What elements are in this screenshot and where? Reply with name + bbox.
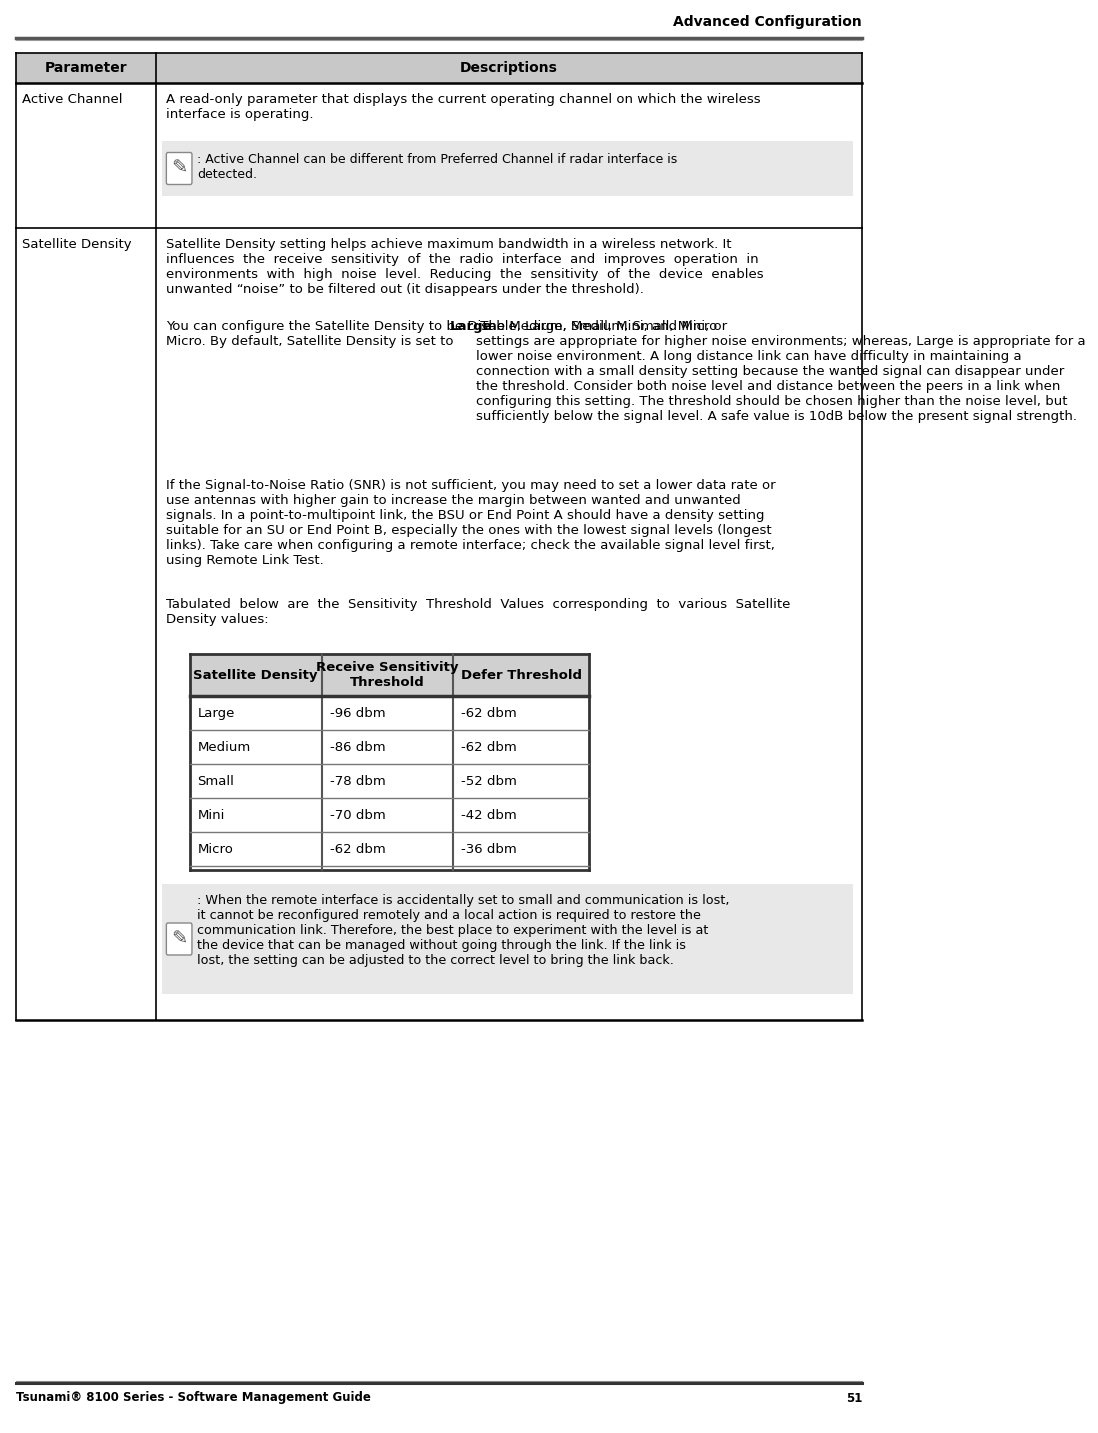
Bar [16, 83, 862, 228]
Text: -96 dbm: -96 dbm [329, 706, 385, 719]
Text: : When the remote interface is accidentally set to small and communication is lo: : When the remote interface is accidenta… [197, 894, 729, 967]
Bar [161, 140, 853, 196]
Text: -86 dbm: -86 dbm [329, 741, 385, 754]
Bar [190, 653, 590, 870]
Bar [190, 653, 590, 696]
Text: You can configure the Satellite Density to be Disable, Large, Medium, Small, Min: You can configure the Satellite Density … [166, 320, 727, 348]
Text: Parameter: Parameter [45, 62, 127, 75]
Text: Large: Large [449, 320, 492, 332]
Text: Medium: Medium [198, 741, 250, 754]
Bar [190, 764, 590, 798]
Text: A read-only parameter that displays the current operating channel on which the w: A read-only parameter that displays the … [166, 93, 760, 120]
Text: Advanced Configuration: Advanced Configuration [673, 14, 862, 29]
Text: -70 dbm: -70 dbm [329, 808, 385, 821]
Text: Tabulated  below  are  the  Sensitivity  Threshold  Values  corresponding  to  v: Tabulated below are the Sensitivity Thre… [166, 598, 789, 626]
Text: Tsunami® 8100 Series - Software Management Guide: Tsunami® 8100 Series - Software Manageme… [16, 1391, 371, 1404]
Text: Small: Small [198, 774, 235, 788]
Text: -62 dbm: -62 dbm [461, 741, 517, 754]
Text: Mini: Mini [198, 808, 225, 821]
Text: -36 dbm: -36 dbm [461, 843, 517, 856]
Text: : Active Channel can be different from Preferred Channel if radar interface is
d: : Active Channel can be different from P… [197, 153, 677, 181]
Text: -62 dbm: -62 dbm [329, 843, 385, 856]
Text: Micro: Micro [198, 843, 234, 856]
Text: Defer Threshold: Defer Threshold [461, 669, 582, 682]
Text: Receive Sensitivity
Threshold: Receive Sensitivity Threshold [316, 661, 459, 689]
Text: 51: 51 [845, 1391, 862, 1404]
Bar [190, 798, 590, 833]
FancyBboxPatch shape [167, 152, 192, 185]
Bar [190, 696, 590, 729]
Bar [16, 228, 862, 1020]
Bar [190, 833, 590, 866]
Text: Satellite Density: Satellite Density [193, 669, 317, 682]
FancyBboxPatch shape [167, 923, 192, 954]
Text: -78 dbm: -78 dbm [329, 774, 385, 788]
Text: -42 dbm: -42 dbm [461, 808, 517, 821]
Text: ✎: ✎ [171, 930, 188, 949]
Text: Satellite Density setting helps achieve maximum bandwidth in a wireless network.: Satellite Density setting helps achieve … [166, 238, 763, 297]
Bar [190, 729, 590, 764]
Text: ✎: ✎ [171, 159, 188, 178]
Text: The Medium, Small, Mini, and Micro
settings are appropriate for higher noise env: The Medium, Small, Mini, and Micro setti… [475, 320, 1086, 423]
Text: Active Channel: Active Channel [22, 93, 123, 106]
Text: Satellite Density: Satellite Density [22, 238, 132, 251]
Bar [161, 884, 853, 995]
Text: -62 dbm: -62 dbm [461, 706, 517, 719]
Text: -52 dbm: -52 dbm [461, 774, 517, 788]
Text: Descriptions: Descriptions [460, 62, 558, 75]
Text: If the Signal-to-Noise Ratio (SNR) is not sufficient, you may need to set a lowe: If the Signal-to-Noise Ratio (SNR) is no… [166, 479, 775, 567]
Text: Large: Large [198, 706, 235, 719]
Bar [16, 53, 862, 83]
